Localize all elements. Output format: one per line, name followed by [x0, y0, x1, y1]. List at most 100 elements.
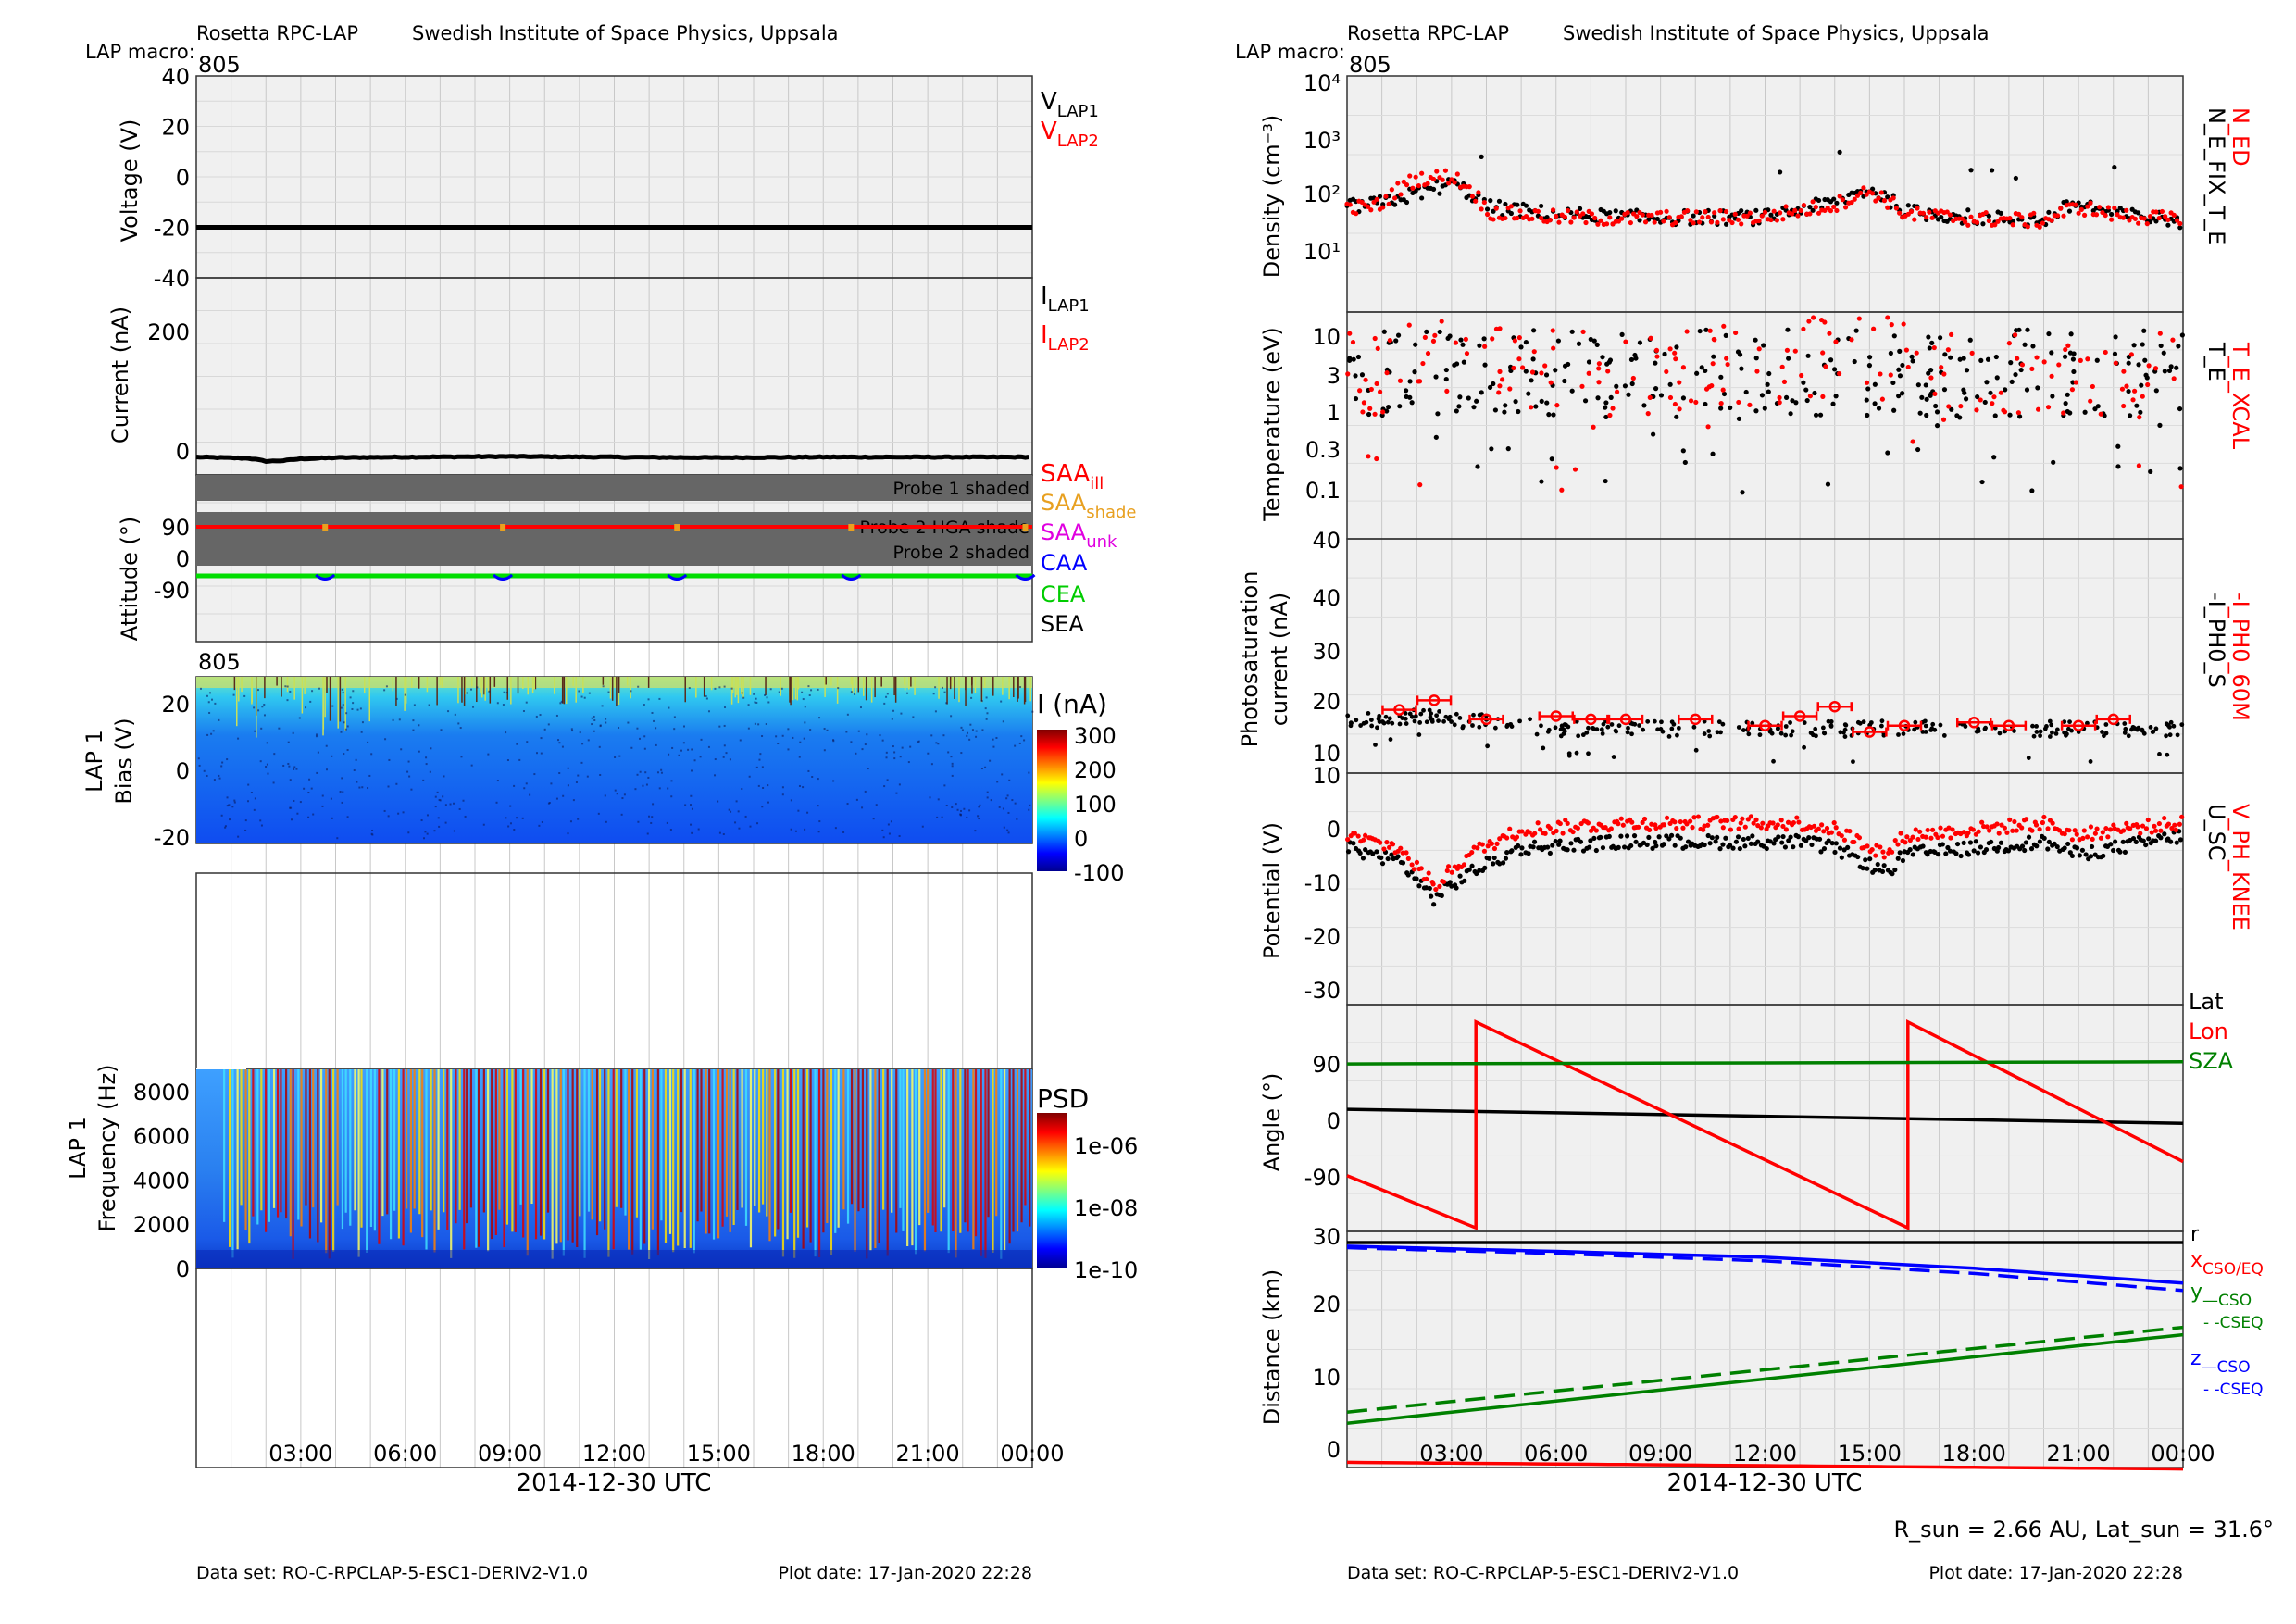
- bias-speck: [917, 741, 919, 743]
- photo-point-60m: [1393, 704, 1405, 716]
- bias-speck: [885, 751, 888, 754]
- potential-point-u-sc: [1720, 842, 1726, 847]
- bias-speck: [583, 696, 586, 699]
- temperature-point-t-e-xcal: [1366, 454, 1371, 459]
- temperature-point-t-e: [1549, 456, 1554, 462]
- caa-dip: [1015, 573, 1036, 581]
- temperature-point-t-e: [1629, 381, 1635, 387]
- potential-point-v-ph-knee: [1489, 841, 1494, 846]
- temperature-point-t-e: [1662, 351, 1667, 357]
- potential-point-u-sc: [1879, 868, 1886, 874]
- temperature-point-t-e-xcal: [1531, 349, 1537, 355]
- temperature-point-t-e: [2092, 406, 2098, 412]
- bias-speck: [599, 725, 602, 728]
- potential-point-v-ph-knee: [1618, 816, 1624, 821]
- density-point-n-ed: [1503, 215, 1508, 221]
- temperature-point-t-e: [1703, 401, 1708, 407]
- bias-speck: [756, 822, 759, 825]
- density-point-n-ed: [1550, 207, 1556, 213]
- potential-point-u-sc: [2143, 842, 2149, 848]
- density-point-n-e-fix: [1437, 191, 1442, 196]
- temperature-point-t-e: [1569, 388, 1575, 394]
- temperature-point-t-e: [1697, 328, 1703, 334]
- density-point-n-ed: [1688, 218, 1693, 223]
- bias-speck: [296, 812, 299, 815]
- temperature-point-t-e: [2148, 468, 2153, 475]
- temperature-point-t-e: [1825, 481, 1831, 487]
- temperature-point-t-e-xcal: [1497, 383, 1503, 389]
- photo-point-60m: [1793, 710, 1806, 722]
- potential-point-v-ph-knee: [1672, 819, 1678, 825]
- temperature-point-t-e-xcal: [1623, 339, 1628, 344]
- temperature-point-t-e-xcal: [1572, 467, 1578, 472]
- temperature-point-t-e-xcal: [1914, 350, 1919, 356]
- potential-point-v-ph-knee: [1641, 816, 1648, 822]
- potential-point-v-ph-knee: [2172, 822, 2177, 828]
- potential-point-u-sc: [1855, 854, 1861, 860]
- potential-point-v-ph-knee: [1433, 886, 1439, 893]
- temperature-point-t-e-xcal: [2006, 341, 2012, 346]
- bias-speck: [516, 743, 518, 745]
- photo-point-s: [1767, 729, 1773, 734]
- potential-point-v-ph-knee: [1608, 826, 1614, 831]
- potential-point-u-sc: [1776, 834, 1781, 840]
- potential-point-u-sc: [1685, 839, 1691, 844]
- potential-point-u-sc: [1978, 844, 1984, 850]
- temperature-point-t-e-xcal: [1978, 397, 1983, 403]
- photo-tick-10: 10: [1312, 741, 1341, 767]
- temperature-points: [1345, 315, 2185, 495]
- bias-speck: [934, 686, 937, 689]
- legend-i-lap1: ILAP1: [1041, 282, 1090, 316]
- photo-point-s: [1358, 723, 1364, 728]
- potential-point-v-ph-knee: [2037, 827, 2042, 832]
- bias-speck: [433, 830, 436, 832]
- photo-point-s: [1383, 714, 1389, 719]
- potential-point-u-sc: [1477, 868, 1482, 873]
- bias-speck: [930, 734, 933, 737]
- bias-speck: [325, 744, 328, 747]
- bias-speck: [985, 696, 988, 699]
- potential-point-u-sc: [1890, 871, 1895, 877]
- potential-point-u-sc: [2174, 840, 2179, 845]
- bias-speck: [673, 728, 676, 731]
- bias-speck: [307, 792, 310, 794]
- temperature-point-t-e: [1489, 446, 1494, 452]
- photo-point-s: [2038, 729, 2043, 734]
- temperature-point-t-e: [1941, 387, 1948, 393]
- photo-point-s: [1669, 719, 1675, 725]
- bias-speck: [541, 820, 543, 823]
- temperature-point-t-e-xcal: [1903, 347, 1909, 353]
- photo-point-60m: [1828, 700, 1841, 713]
- bias-speck: [342, 692, 344, 694]
- potential-point-u-sc: [1892, 867, 1898, 873]
- potential-point-u-sc: [1996, 844, 2002, 851]
- temperature-point-t-e: [1753, 356, 1759, 361]
- density-point-n-ed: [2109, 217, 2115, 222]
- bias-speck: [278, 727, 281, 730]
- bias-speck: [340, 706, 343, 709]
- temperature-point-t-e: [1957, 356, 1963, 362]
- photo-point-s: [1625, 730, 1630, 735]
- bias-speck: [591, 723, 593, 726]
- temperature-point-t-e: [1443, 376, 1449, 382]
- bias-speck: [834, 827, 837, 830]
- bias-speck: [627, 721, 630, 724]
- temperature-point-t-e: [1833, 394, 1839, 399]
- bias-speck: [935, 742, 938, 744]
- bias-speck: [992, 745, 995, 748]
- temperature-point-t-e-xcal: [1827, 331, 1832, 336]
- bias-speck: [263, 703, 266, 706]
- temperature-point-t-e-xcal: [1490, 336, 1495, 342]
- temperature-point-t-e: [2070, 356, 2077, 362]
- bias-speck: [738, 827, 741, 830]
- bias-speck: [505, 817, 507, 819]
- potential-point-u-sc: [1653, 843, 1659, 849]
- density-point-n-e-fix: [1404, 199, 1410, 206]
- legend-i-ph0-s: -I_PH0_S: [2203, 593, 2229, 688]
- bias-speck: [917, 740, 920, 743]
- bias-speck: [754, 722, 756, 725]
- temperature-point-t-e-xcal: [1368, 386, 1374, 393]
- bias-speck: [937, 743, 940, 745]
- density-point-n-ed: [1947, 212, 1953, 218]
